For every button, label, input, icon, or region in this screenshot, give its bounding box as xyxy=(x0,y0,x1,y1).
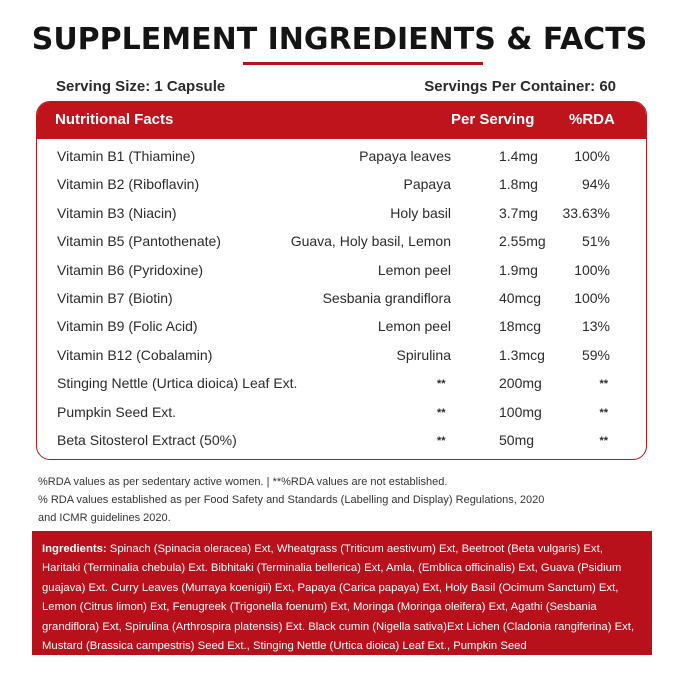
footnote-line: %RDA values as per sedentary active wome… xyxy=(38,476,448,488)
row-amount: 3.7mg xyxy=(499,204,538,221)
row-nutrient-name: Stinging Nettle (Urtica dioica) Leaf Ext… xyxy=(57,375,298,392)
serving-size: Serving Size: 1 Capsule xyxy=(56,78,226,95)
page-title: SUPPLEMENT INGREDIENTS & FACTS xyxy=(31,22,648,57)
table-row: Vitamin B5 (Pantothenate) Guava, Holy bas… xyxy=(37,227,646,255)
footnote-line: % RDA values established as per Food Saf… xyxy=(38,494,545,506)
row-amount: 50mg xyxy=(499,431,535,448)
row-rda: ** xyxy=(599,406,608,419)
title-underline xyxy=(243,62,483,65)
table-row: Vitamin B1 (Thiamine) Papaya leaves 1.4mg 1… xyxy=(37,142,646,170)
row-nutrient-name: Pumpkin Seed Ext. xyxy=(57,403,177,420)
row-nutrient-name: Vitamin B9 (Folic Acid) xyxy=(57,318,198,335)
table-row: Pumpkin Seed Ext. ** 100mg ** xyxy=(37,398,646,426)
row-nutrient-name: Vitamin B12 (Cobalamin) xyxy=(57,346,213,363)
row-source: ** xyxy=(437,434,446,447)
row-amount: 40mcg xyxy=(499,289,542,306)
ingredients-label: Ingredients: xyxy=(42,543,107,555)
table-header: Nutritional Facts Per Serving %RDA xyxy=(37,102,646,139)
row-source: Sesbania grandiflora xyxy=(322,289,451,306)
row-rda: 13% xyxy=(581,318,610,335)
table-row: Beta Sitosterol Extract (50%) ** 50mg ** xyxy=(37,426,646,454)
row-amount: 2.55mg xyxy=(499,233,546,250)
row-amount: 1.8mg xyxy=(499,176,538,193)
row-nutrient-name: Vitamin B5 (Pantothenate) xyxy=(57,233,221,250)
table-row: Vitamin B6 (Pyridoxine) Lemon peel 1.9mg 10… xyxy=(37,256,646,284)
footnote-line: and ICMR guidelines 2020. xyxy=(38,512,171,524)
row-source: Spirulina xyxy=(396,346,451,363)
row-rda: 33.63% xyxy=(562,204,610,221)
row-nutrient-name: Vitamin B3 (Niacin) xyxy=(57,204,177,221)
table-row: Vitamin B2 (Riboflavin) Papaya 1.8mg 94% xyxy=(37,170,646,198)
row-amount: 18mcg xyxy=(499,318,542,335)
row-rda: 100% xyxy=(574,289,610,306)
table-row: Vitamin B12 (Cobalamin) Spirulina 1.3mcg 59… xyxy=(37,341,646,369)
servings-per-container: Servings Per Container: 60 xyxy=(424,78,616,95)
row-rda: 94% xyxy=(581,176,610,193)
row-rda: ** xyxy=(599,378,608,391)
table-row: Vitamin B7 (Biotin) Sesbania grandiflora 4… xyxy=(37,284,646,312)
row-source: Holy basil xyxy=(390,204,451,221)
row-source: ** xyxy=(437,378,446,391)
ingredients-text: Spinach (Spinacia oleracea) Ext, Wheatgr… xyxy=(42,543,635,653)
row-rda: ** xyxy=(599,434,608,447)
row-amount: 1.3mcg xyxy=(499,346,545,363)
row-source: Papaya leaves xyxy=(359,148,451,164)
table-body: Vitamin B1 (Thiamine) Papaya leaves 1.4mg 1… xyxy=(37,142,646,454)
row-rda: 100% xyxy=(574,261,610,278)
row-amount: 1.4mg xyxy=(499,148,538,164)
row-source: ** xyxy=(437,406,446,419)
header-per-serving: Per Serving xyxy=(451,111,535,128)
footnotes: %RDA values as per sedentary active wome… xyxy=(38,473,638,527)
ingredients-panel: Ingredients: Spinach (Spinacia oleracea)… xyxy=(32,531,652,655)
row-nutrient-name: Vitamin B6 (Pyridoxine) xyxy=(57,261,204,278)
row-source: Lemon peel xyxy=(377,261,451,278)
row-amount: 100mg xyxy=(499,403,542,420)
row-rda: 51% xyxy=(581,233,610,250)
header-nutritional-facts: Nutritional Facts xyxy=(55,111,174,128)
table-row: Vitamin B9 (Folic Acid) Lemon peel 18mcg 13… xyxy=(37,312,646,340)
row-nutrient-name: Vitamin B2 (Riboflavin) xyxy=(57,176,200,193)
row-rda: 59% xyxy=(581,346,610,363)
row-nutrient-name: Beta Sitosterol Extract (50%) xyxy=(57,431,237,448)
table-row: Vitamin B3 (Niacin) Holy basil 3.7mg 33.63% xyxy=(37,199,646,227)
header-rda: %RDA xyxy=(569,111,615,128)
row-source: Lemon peel xyxy=(377,318,451,335)
row-rda: 100% xyxy=(574,148,610,164)
row-source: Guava, Holy basil, Lemon xyxy=(290,233,451,250)
row-amount: 1.9mg xyxy=(499,261,538,278)
row-nutrient-name: Vitamin B1 (Thiamine) xyxy=(57,148,196,164)
table-row: Stinging Nettle (Urtica dioica) Leaf Ext… xyxy=(37,369,646,397)
row-nutrient-name: Vitamin B7 (Biotin) xyxy=(57,289,173,306)
row-amount: 200mg xyxy=(499,375,542,392)
row-source: Papaya xyxy=(403,176,451,193)
nutrition-facts-table: Nutritional Facts Per Serving %RDA Vitam… xyxy=(36,101,647,460)
serving-info: Serving Size: 1 Capsule Servings Per Con… xyxy=(56,78,616,98)
